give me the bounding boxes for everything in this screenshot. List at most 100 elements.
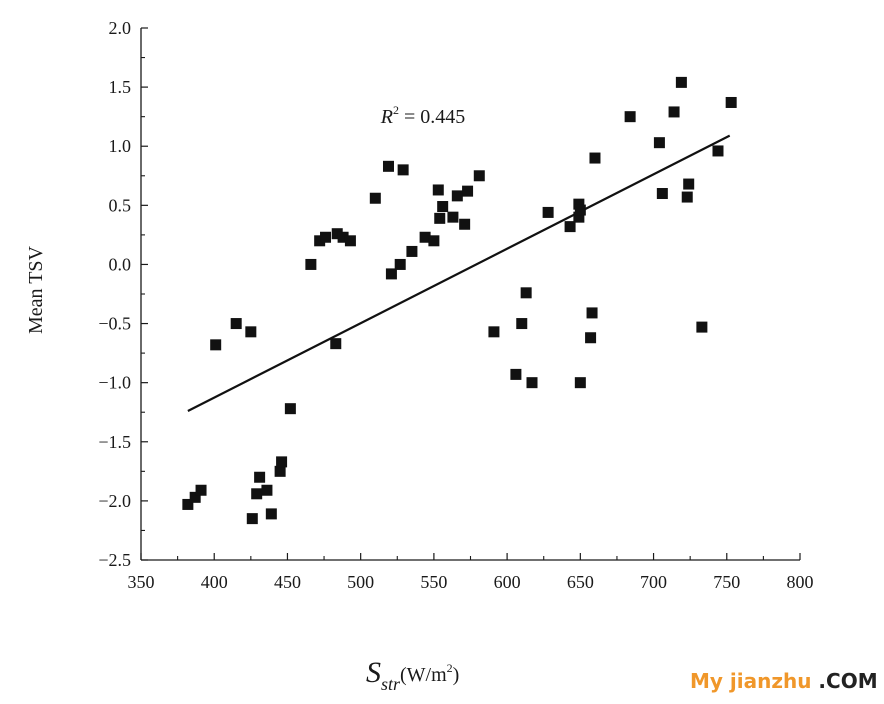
watermark-main: My jianzhu <box>690 669 812 693</box>
data-point <box>210 339 222 351</box>
data-point <box>712 145 724 157</box>
x-tick-label: 400 <box>201 572 228 592</box>
x-tick-label: 700 <box>640 572 667 592</box>
data-point <box>432 184 444 196</box>
data-point <box>245 326 257 338</box>
data-point <box>574 377 586 389</box>
y-tick-label: 0.5 <box>109 195 132 215</box>
axes <box>140 27 801 561</box>
y-axis-title: Mean TSV <box>25 245 47 334</box>
data-point <box>624 111 636 123</box>
x-axis-unit-close: ) <box>453 664 460 686</box>
points-layer <box>182 76 737 525</box>
watermark-suffix: .COM <box>811 669 878 693</box>
data-point <box>488 326 500 338</box>
y-tick-label: −2.0 <box>98 491 131 511</box>
x-tick-label: 450 <box>274 572 301 592</box>
x-tick-label: 350 <box>128 572 155 592</box>
x-axis-title: Sstr(W/m2) <box>366 656 459 694</box>
data-point <box>320 231 332 243</box>
data-point <box>668 106 680 118</box>
data-point <box>284 403 296 415</box>
data-point <box>520 287 532 299</box>
y-tick-label: 2.0 <box>109 18 132 38</box>
data-point <box>230 318 242 330</box>
trendline <box>187 134 731 413</box>
data-point <box>451 190 463 202</box>
data-point <box>462 185 474 197</box>
x-tick-label: 750 <box>713 572 740 592</box>
trendline-layer <box>187 134 731 413</box>
data-point <box>434 212 446 224</box>
r-squared-sup: 2 <box>393 103 399 117</box>
x-tick-label: 800 <box>787 572 814 592</box>
x-axis-subscript: str <box>381 674 401 694</box>
data-point <box>261 484 273 496</box>
data-point <box>274 465 286 477</box>
data-point <box>585 332 597 344</box>
data-point <box>189 491 201 503</box>
data-point <box>419 231 431 243</box>
data-point <box>397 164 409 176</box>
data-point <box>510 368 522 380</box>
data-point <box>276 456 288 468</box>
data-point <box>526 377 538 389</box>
data-point <box>589 152 601 164</box>
data-point <box>382 160 394 172</box>
data-point <box>265 508 277 520</box>
x-axis-symbol: S <box>366 656 381 689</box>
y-tick-label: 1.0 <box>109 136 132 156</box>
x-tick-label: 550 <box>420 572 447 592</box>
y-tick-label: 0.0 <box>109 254 132 274</box>
data-point <box>696 321 708 333</box>
data-point <box>406 245 418 257</box>
data-point <box>246 513 258 525</box>
data-point <box>681 191 693 203</box>
x-tick-label: 650 <box>567 572 594 592</box>
y-tick-label: −0.5 <box>98 314 131 334</box>
data-point <box>473 170 485 182</box>
x-axis-unit-sup: 2 <box>447 661 453 675</box>
x-axis-unit: (W/m <box>400 664 447 686</box>
data-point <box>314 235 326 247</box>
data-point <box>337 231 349 243</box>
data-point <box>428 235 440 247</box>
data-point <box>251 488 263 500</box>
x-tick-label: 600 <box>494 572 521 592</box>
data-point <box>182 498 194 510</box>
data-point <box>653 137 665 149</box>
data-point <box>564 221 576 233</box>
y-tick-label: 1.5 <box>109 77 132 97</box>
data-point <box>195 484 207 496</box>
data-point <box>330 338 342 350</box>
r-squared-symbol: R <box>380 106 393 128</box>
data-point <box>573 211 585 223</box>
data-point <box>656 188 668 200</box>
data-point <box>683 178 695 190</box>
y-tick-label: −1.0 <box>98 373 131 393</box>
data-point <box>447 211 459 223</box>
y-tick-label: −1.5 <box>98 432 131 452</box>
data-point <box>573 198 585 210</box>
data-point <box>437 201 449 213</box>
r-squared-annotation: R2 = 0.445 <box>380 103 466 128</box>
data-point <box>305 258 317 270</box>
data-point <box>586 307 598 319</box>
data-point <box>574 204 586 216</box>
data-point <box>331 228 343 240</box>
data-point <box>459 218 471 230</box>
data-point <box>254 471 266 483</box>
data-point <box>675 76 687 88</box>
r-squared-value: = 0.445 <box>399 106 465 128</box>
y-tick-label: −2.5 <box>98 550 131 570</box>
watermark-logo: My jianzhu .COM <box>690 668 878 694</box>
x-tick-label: 500 <box>347 572 374 592</box>
data-point <box>385 268 397 280</box>
data-point <box>725 96 737 108</box>
data-point <box>516 318 528 330</box>
data-point <box>394 258 406 270</box>
data-point <box>542 206 554 218</box>
data-point <box>344 235 356 247</box>
